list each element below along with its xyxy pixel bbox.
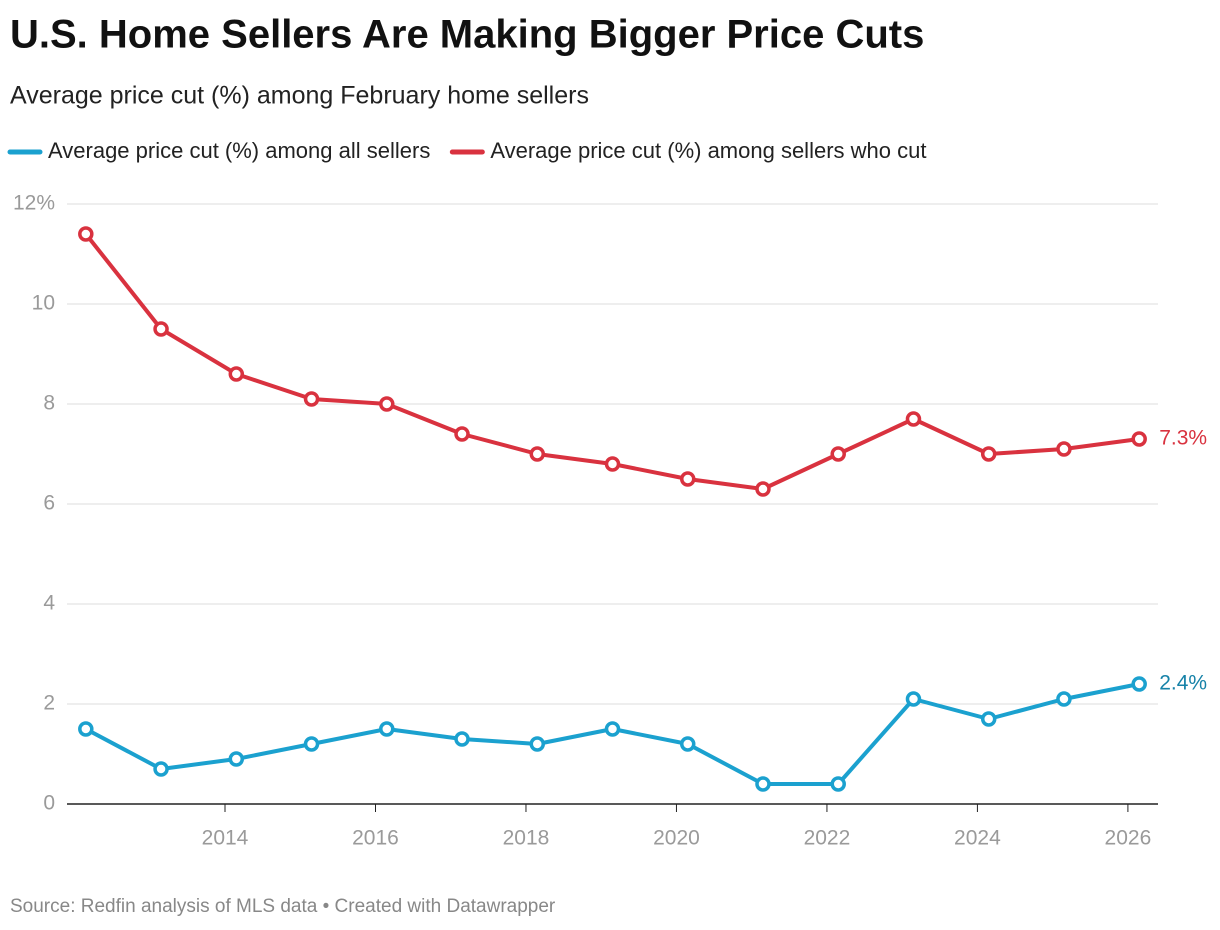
data-point <box>153 761 169 777</box>
x-tick-label: 2020 <box>653 827 700 850</box>
data-point <box>755 776 771 792</box>
legend-label: Average price cut (%) among all sellers <box>48 138 430 163</box>
data-point <box>379 721 395 737</box>
data-point <box>755 481 771 497</box>
y-tick-label: 0 <box>43 792 55 815</box>
end-label: 2.4% <box>1159 672 1207 695</box>
data-point <box>604 456 621 472</box>
x-tick-label: 2026 <box>1105 827 1152 850</box>
x-tick-label: 2016 <box>352 827 399 850</box>
chart-subtitle: Average price cut (%) among February hom… <box>10 82 589 110</box>
y-tick-label: 10 <box>32 292 55 315</box>
y-tick-label: 12% <box>13 192 55 215</box>
series-line <box>84 232 1140 491</box>
data-point <box>228 366 245 382</box>
data-point <box>905 691 922 707</box>
data-point <box>905 411 922 427</box>
data-point <box>153 321 169 337</box>
y-tick-label: 6 <box>43 492 55 515</box>
data-point <box>454 426 470 442</box>
data-point <box>980 711 997 727</box>
data-point <box>830 446 846 462</box>
data-point <box>78 226 94 242</box>
y-tick-label: 8 <box>43 392 55 415</box>
data-point <box>604 721 621 737</box>
source-note: Source: Redfin analysis of MLS data • Cr… <box>10 896 556 917</box>
legend-label: Average price cut (%) among sellers who … <box>490 138 926 163</box>
data-point <box>529 736 546 752</box>
data-point <box>454 731 470 747</box>
chart-title: U.S. Home Sellers Are Making Bigger Pric… <box>10 13 924 57</box>
end-label: 7.3% <box>1159 427 1207 450</box>
data-point <box>303 736 320 752</box>
data-point <box>1056 691 1072 707</box>
x-tick-label: 2022 <box>804 827 851 850</box>
data-point <box>830 776 846 792</box>
y-tick-label: 2 <box>43 692 55 715</box>
x-tick-label: 2024 <box>954 827 1001 850</box>
data-point <box>679 736 696 752</box>
data-point <box>1131 676 1147 692</box>
data-point <box>78 721 94 737</box>
data-point <box>303 391 320 407</box>
data-point <box>679 471 696 487</box>
data-point <box>980 446 997 462</box>
x-tick-label: 2014 <box>202 827 249 850</box>
data-point <box>379 396 395 412</box>
data-point <box>1056 441 1072 457</box>
data-point <box>1131 431 1147 447</box>
x-tick-label: 2018 <box>503 827 550 850</box>
data-point <box>529 446 546 462</box>
y-tick-label: 4 <box>43 592 55 615</box>
data-point <box>228 751 245 767</box>
